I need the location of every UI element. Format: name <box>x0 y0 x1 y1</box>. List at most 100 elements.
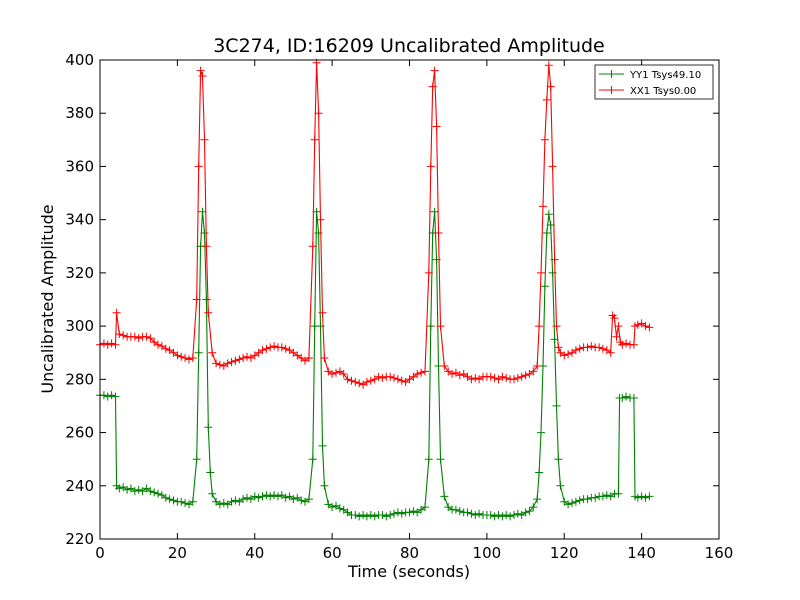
data-point-marker <box>564 500 573 509</box>
data-point-marker <box>243 493 251 502</box>
data-point-marker <box>181 499 190 508</box>
data-point-marker <box>591 493 600 502</box>
data-point-marker <box>390 509 398 518</box>
data-point-marker <box>575 344 584 353</box>
data-point-marker <box>614 489 623 498</box>
data-point-marker <box>498 512 507 521</box>
data-point-marker <box>448 370 457 378</box>
data-point-marker <box>587 342 596 351</box>
data-point-marker <box>289 495 298 504</box>
data-point-marker <box>540 135 549 144</box>
data-point-marker <box>281 344 290 353</box>
data-point-marker <box>629 394 638 402</box>
data-point-marker <box>510 511 518 519</box>
data-point-marker <box>343 375 352 384</box>
data-point-marker <box>540 282 549 291</box>
data-point-marker <box>235 355 244 364</box>
data-point-marker <box>575 496 584 505</box>
data-point-marker <box>107 339 116 348</box>
data-point-marker <box>397 509 406 518</box>
legend: YY1 Tsys49.10 XX1 Tsys0.00 <box>594 64 714 100</box>
data-point-marker <box>467 375 476 384</box>
data-point-marker <box>208 489 217 498</box>
data-point-marker <box>598 344 607 353</box>
x-tick-label: 120 <box>550 544 579 562</box>
data-point-marker <box>602 491 611 500</box>
data-point-marker <box>142 332 151 341</box>
data-point-marker <box>533 362 542 370</box>
data-point-marker <box>374 372 383 381</box>
y-tick-label: 400 <box>65 51 94 69</box>
data-point-marker <box>335 504 344 513</box>
data-point-marker <box>112 308 121 317</box>
data-point-marker <box>533 495 542 504</box>
data-point-marker <box>99 339 108 348</box>
data-point-marker <box>270 491 279 500</box>
data-point-marker <box>535 468 544 477</box>
data-point-marker <box>277 343 286 352</box>
data-point-marker <box>227 497 236 506</box>
data-point-marker <box>434 229 443 237</box>
data-point-marker <box>535 322 544 331</box>
data-point-marker <box>146 487 155 496</box>
data-point-marker <box>318 308 327 317</box>
data-point-marker <box>537 268 545 277</box>
data-point-marker <box>200 135 209 144</box>
data-point-marker <box>266 492 275 501</box>
y-axis: 220 240 260 280 300 320 340 360 380 400 <box>65 51 719 548</box>
data-point-marker <box>119 331 128 340</box>
data-point-marker <box>339 370 348 378</box>
data-point-marker <box>262 344 271 353</box>
data-point-marker <box>181 354 190 362</box>
data-point-marker <box>513 509 522 518</box>
data-point-marker <box>440 492 449 501</box>
data-point-marker <box>554 343 563 352</box>
data-point-marker <box>413 370 422 378</box>
data-point-marker <box>552 322 561 331</box>
x-axis-label: Time (seconds) <box>347 562 470 581</box>
data-point-marker <box>266 343 275 352</box>
x-tick-label: 160 <box>705 544 734 562</box>
data-point-marker <box>426 322 435 331</box>
data-point-marker <box>316 215 325 224</box>
data-point-marker <box>436 455 445 464</box>
data-point-marker <box>328 503 337 512</box>
data-point-marker <box>161 344 170 353</box>
data-point-marker <box>123 485 132 494</box>
data-point-marker <box>494 511 503 519</box>
data-point-marker <box>544 210 553 219</box>
data-point-marker <box>208 348 217 357</box>
data-point-marker <box>426 162 435 171</box>
data-point-marker <box>436 322 445 331</box>
x-tick-label: 60 <box>323 544 342 562</box>
data-point-marker <box>355 379 364 388</box>
data-point-marker <box>204 423 213 432</box>
x-axis: 0 20 40 60 80 100 120 140 160 <box>95 60 733 562</box>
data-point-marker <box>641 493 650 502</box>
data-point-marker <box>192 455 201 464</box>
data-point-marker <box>347 376 356 385</box>
data-point-marker <box>206 468 215 477</box>
data-point-marker <box>618 340 627 349</box>
data-point-marker <box>250 492 259 501</box>
data-point-marker <box>310 135 319 144</box>
data-point-marker <box>629 340 638 349</box>
legend-label: YY1 Tsys49.10 <box>629 70 701 81</box>
data-point-marker <box>521 371 530 380</box>
data-point-marker <box>510 375 518 384</box>
data-point-marker <box>332 368 340 377</box>
x-tick-label: 140 <box>627 544 656 562</box>
data-point-marker <box>254 493 263 502</box>
data-point-marker <box>351 378 360 386</box>
data-point-marker <box>564 350 573 359</box>
data-point-marker <box>598 492 607 501</box>
data-point-marker <box>614 322 623 331</box>
series-layer <box>96 58 654 521</box>
y-tick-label: 380 <box>65 104 94 122</box>
data-point-marker <box>618 394 627 402</box>
data-point-marker <box>366 511 375 519</box>
data-point-marker <box>633 493 642 502</box>
data-point-marker <box>146 334 155 343</box>
data-point-marker <box>463 508 472 517</box>
